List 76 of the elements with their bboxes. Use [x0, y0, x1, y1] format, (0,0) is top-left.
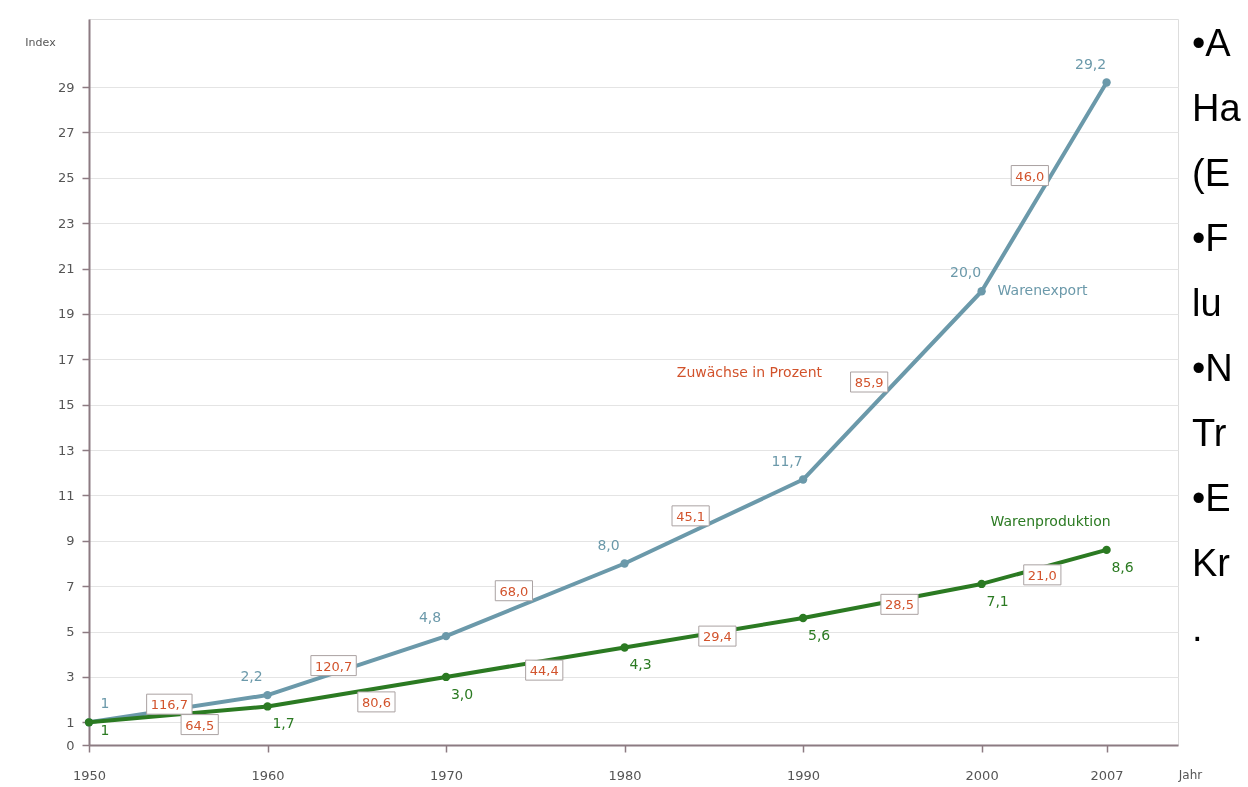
text: (E: [1192, 152, 1230, 194]
data-label: 4,8: [418, 609, 442, 626]
data-label: 1: [100, 695, 110, 712]
text: Tr: [1192, 412, 1227, 454]
data-label: 2,2: [240, 668, 263, 685]
data-label: 20,0: [950, 264, 982, 281]
text: lu: [1192, 282, 1222, 324]
data-label: 4,3: [629, 656, 652, 673]
y-tick-label: 11: [57, 487, 75, 503]
data-label: 1: [100, 722, 110, 739]
text: Kr: [1192, 542, 1231, 584]
point: [977, 579, 986, 589]
y-tick-label: 3: [66, 669, 75, 685]
x-tick-label: 1980: [608, 767, 642, 783]
data-label: 7,1: [986, 592, 1009, 609]
y-axis-title: Index: [25, 35, 57, 49]
y-tick-label: 13: [57, 442, 75, 458]
y-tick-label: 25: [57, 170, 75, 186]
y-tick-label: 9: [66, 533, 75, 549]
x-tick-label: 1970: [430, 767, 464, 783]
x-tick-label: 1960: [251, 767, 285, 783]
x-axis-title: Jahr: [1177, 767, 1203, 782]
annotation: Zuwächse in Prozent: [676, 364, 823, 380]
y-tick-label: 19: [57, 306, 75, 322]
y-tick-label: 27: [57, 124, 75, 140]
point: [441, 631, 451, 641]
annotation: 45,1: [676, 508, 706, 524]
text: Ha: [1192, 87, 1242, 129]
y-tick-label: 7: [66, 578, 75, 594]
point: [620, 559, 629, 568]
data-label: 29,2: [1075, 55, 1107, 72]
annotation: 44,4: [529, 663, 559, 679]
annotation: 116,7: [150, 697, 188, 713]
annotation: 64,5: [185, 717, 215, 733]
annotation: 28,5: [885, 597, 914, 613]
point: [1102, 545, 1111, 555]
x-tick-label: 2007: [1090, 767, 1124, 783]
x-tick-label: 2000: [965, 767, 999, 783]
data-label: 1,7: [272, 715, 295, 732]
point: [263, 690, 272, 700]
point: [798, 475, 808, 484]
point: [263, 702, 272, 711]
annotation: 21,0: [1027, 567, 1057, 583]
y-tick-label: 1: [66, 714, 75, 730]
text: •A: [1192, 22, 1232, 64]
point: [1102, 78, 1111, 87]
point: [977, 287, 986, 296]
series-label: Warenexport: [997, 282, 1088, 299]
point: [620, 643, 629, 652]
annotation: 120,7: [314, 658, 353, 674]
annotation: 80,6: [361, 694, 391, 710]
data-label: 8,6: [1111, 558, 1134, 575]
data-label: 11,7: [771, 452, 803, 469]
data-label: 8,0: [597, 536, 620, 553]
y-tick-label: 15: [57, 397, 75, 413]
annotation: 85,9: [854, 375, 884, 390]
text: •N: [1192, 347, 1233, 389]
point: [798, 613, 808, 623]
y-tick-label: 29: [57, 79, 75, 95]
x-tick-label: 1950: [72, 767, 107, 783]
text: .: [1192, 607, 1203, 649]
annotation: 46,0: [1015, 168, 1045, 184]
y-tick-label: 5: [66, 624, 75, 640]
annotation: 29,4: [702, 629, 732, 645]
point: [441, 672, 451, 682]
text: •F: [1192, 217, 1229, 259]
y-tick-label: 0: [66, 737, 75, 753]
text: •E: [1192, 477, 1231, 519]
y-tick-label: 23: [57, 215, 75, 231]
data-label: 3,0: [450, 685, 474, 702]
y-tick-label: 17: [57, 351, 75, 367]
series-label: Warenproduktion: [990, 512, 1111, 529]
data-label: 5,6: [807, 626, 831, 643]
annotation: 68,0: [499, 583, 529, 599]
y-tick-label: 21: [57, 261, 75, 277]
x-tick-label: 1990: [787, 767, 821, 783]
